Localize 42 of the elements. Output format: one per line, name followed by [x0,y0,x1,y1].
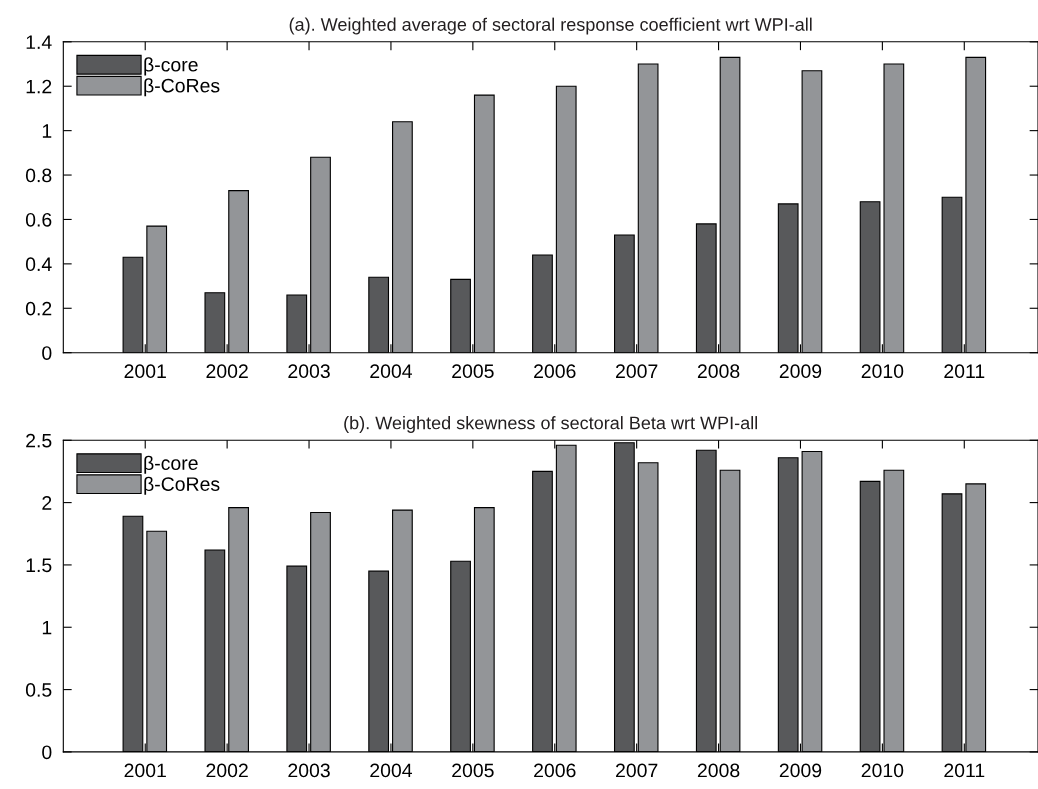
x-tick-label: 2010 [861,763,904,778]
y-tick-label: 0.6 [25,212,52,227]
x-tick-label: 2010 [861,364,904,379]
legend-label: β-core [144,455,198,474]
legend-label: β-CoRes [144,476,220,495]
x-tick-label: 2002 [206,364,248,379]
x-tick-label: 2003 [288,763,330,778]
x-tick-label: 2005 [452,364,494,379]
y-tick-label: 1 [42,620,52,635]
y-tick-label: 1 [42,124,52,138]
x-tick-label: 2002 [206,763,248,778]
legend-label: β-core [144,57,198,76]
x-tick-label: 2007 [616,763,658,778]
y-tick-label: 0.5 [25,683,52,697]
y-tick-label: 2.5 [26,433,52,448]
x-tick-label: 2011 [944,364,985,379]
x-tick-label: 2008 [697,763,740,778]
x-tick-label: 2006 [534,763,576,778]
x-tick-label: 2001 [124,763,166,778]
y-tick-label: 0.2 [25,301,52,316]
x-tick-label: 2009 [779,763,822,778]
y-tick-label: 1.4 [26,35,52,49]
x-tick-label: 2004 [370,763,412,778]
x-tick-label: 2007 [616,364,658,379]
x-tick-label: 2011 [944,763,985,778]
y-tick-label: 0.4 [25,257,52,272]
x-tick-label: 2005 [452,763,494,778]
y-tick-label: 1.2 [26,79,52,94]
y-tick-label: 1.5 [26,558,52,573]
chart-title: (a). Weighted average of sectoral response coefficient wrt WPI-all [289,17,812,35]
x-tick-label: 2009 [779,364,822,379]
chart-title: (b). Weighted skewness of sectoral Beta wrt WPI-all [344,416,758,433]
x-tick-label: 2008 [697,364,740,379]
x-tick-label: 2001 [124,364,166,379]
legend-label: β-CoRes [144,78,220,97]
y-tick-label: 0 [42,745,52,760]
x-tick-label: 2006 [534,364,576,379]
x-tick-label: 2004 [370,364,412,379]
x-tick-label: 2003 [288,364,330,379]
y-tick-label: 2 [42,496,52,510]
y-tick-label: 0.8 [25,168,52,183]
y-tick-label: 0 [42,346,52,360]
